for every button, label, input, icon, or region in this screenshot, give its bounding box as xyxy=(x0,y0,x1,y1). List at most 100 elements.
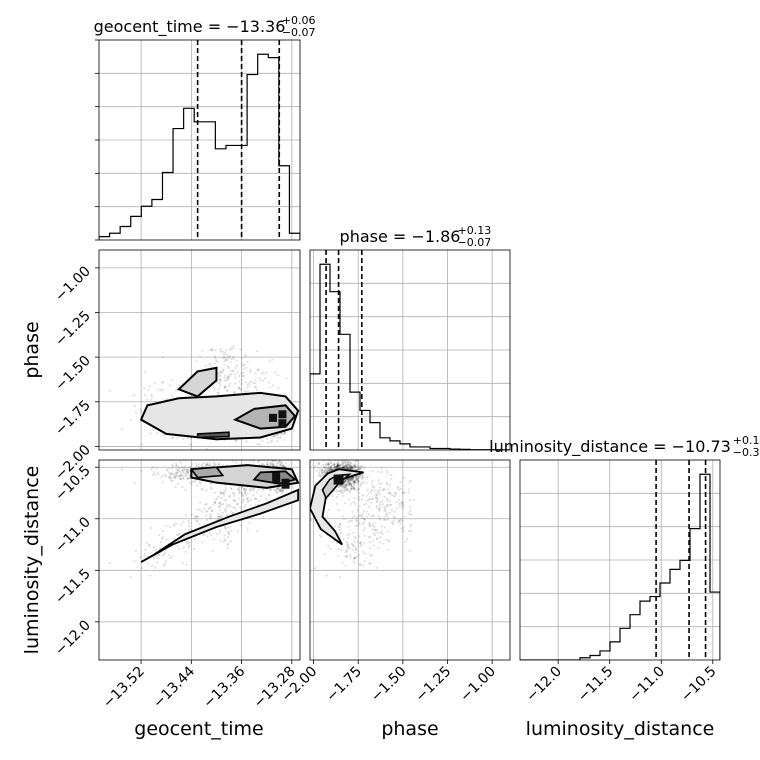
scatter-point xyxy=(377,491,380,495)
scatter-point xyxy=(393,519,396,522)
scatter-point xyxy=(350,466,353,469)
scatter-point xyxy=(178,469,181,472)
scatter-point xyxy=(162,564,165,567)
scatter-point xyxy=(352,487,356,490)
scatter-point xyxy=(224,379,227,382)
scatter-point xyxy=(180,473,184,477)
contours xyxy=(140,464,300,563)
scatter-point xyxy=(139,408,142,411)
scatter-point xyxy=(326,467,329,470)
scatter-point xyxy=(400,501,403,505)
scatter-point xyxy=(378,518,382,521)
scatter-point xyxy=(349,477,353,480)
scatter-point xyxy=(367,513,370,516)
scatter-point xyxy=(382,488,386,491)
scatter-point xyxy=(186,469,189,472)
scatter-point xyxy=(338,464,341,467)
x-tick-label: −10.5 xyxy=(678,664,720,706)
scatter-point xyxy=(229,347,232,350)
scatter-point xyxy=(361,455,363,457)
scatter-point xyxy=(161,388,164,391)
scatter-point xyxy=(327,463,330,466)
scatter-point xyxy=(205,447,208,450)
scatter-point xyxy=(234,499,237,502)
scatter-point xyxy=(371,497,374,500)
panel-luminosity_distance-phase xyxy=(309,455,511,661)
scatter-point xyxy=(408,481,411,484)
scatter-point xyxy=(327,469,331,472)
scatter-point xyxy=(268,463,271,466)
scatter-point xyxy=(343,466,346,469)
scatter-point xyxy=(184,514,187,517)
scatter-point xyxy=(275,462,279,465)
scatter-point xyxy=(161,381,164,385)
scatter-point xyxy=(373,485,376,488)
scatter-point xyxy=(383,506,386,509)
scatter-point xyxy=(196,516,199,519)
scatter-point xyxy=(371,498,375,501)
scatter-point xyxy=(361,494,365,497)
scatter-point xyxy=(172,465,175,468)
scatter-point xyxy=(213,501,216,504)
scatter-point xyxy=(193,514,197,518)
scatter-point xyxy=(330,468,333,471)
scatter-point xyxy=(327,462,330,466)
scatter-point xyxy=(376,531,379,534)
scatter-point xyxy=(336,466,339,469)
scatter-point xyxy=(221,492,224,495)
scatter-point xyxy=(280,432,283,435)
scatter-point xyxy=(267,441,270,444)
scatter-point xyxy=(323,471,326,474)
scatter-point xyxy=(170,472,173,475)
scatter-point xyxy=(185,468,188,471)
scatter-point xyxy=(171,479,174,483)
scatter-point xyxy=(361,480,365,484)
scatter-point xyxy=(356,465,359,468)
scatter-point xyxy=(224,384,227,387)
scatter-point xyxy=(185,473,188,476)
scatter-point xyxy=(245,494,248,497)
scatter-point xyxy=(171,394,174,398)
scatter-point xyxy=(219,492,223,496)
scatter-point xyxy=(341,466,345,469)
scatter-point xyxy=(176,544,179,547)
scatter-point xyxy=(345,546,349,549)
scatter-point xyxy=(373,489,376,492)
scatter-point xyxy=(184,488,187,492)
scatter-point xyxy=(363,518,367,521)
scatter-point xyxy=(371,460,373,461)
scatter-point xyxy=(236,487,240,490)
scatter-point xyxy=(250,380,253,383)
scatter-point xyxy=(348,465,351,469)
scatter-point xyxy=(346,488,349,491)
scatter-point xyxy=(346,482,349,486)
scatter-point xyxy=(218,531,221,534)
scatter-point xyxy=(378,509,381,513)
scatter-point xyxy=(219,497,222,500)
scatter-point xyxy=(354,460,357,463)
scatter-point xyxy=(348,463,351,466)
scatter-point xyxy=(140,566,144,570)
scatter-point xyxy=(269,440,272,443)
scatter-point xyxy=(147,388,150,391)
scatter-point xyxy=(372,544,376,547)
scatter-point xyxy=(223,537,226,541)
scatter-point xyxy=(185,540,189,544)
scatter-point xyxy=(334,465,337,468)
scatter-point xyxy=(252,460,255,463)
scatter-point xyxy=(375,506,378,509)
scatter-point xyxy=(369,536,372,539)
scatter-point xyxy=(361,523,364,526)
scatter-point xyxy=(401,530,405,533)
scatter-point xyxy=(375,504,379,508)
scatter-point xyxy=(237,488,240,492)
scatter-point xyxy=(382,542,385,545)
scatter-point xyxy=(255,386,258,389)
scatter-point xyxy=(370,491,373,494)
scatter-point xyxy=(349,466,352,470)
scatter-point xyxy=(346,467,349,470)
scatter-point xyxy=(356,519,359,523)
scatter-point xyxy=(363,534,366,537)
scatter-point xyxy=(189,437,192,440)
scatter-point xyxy=(349,554,352,557)
